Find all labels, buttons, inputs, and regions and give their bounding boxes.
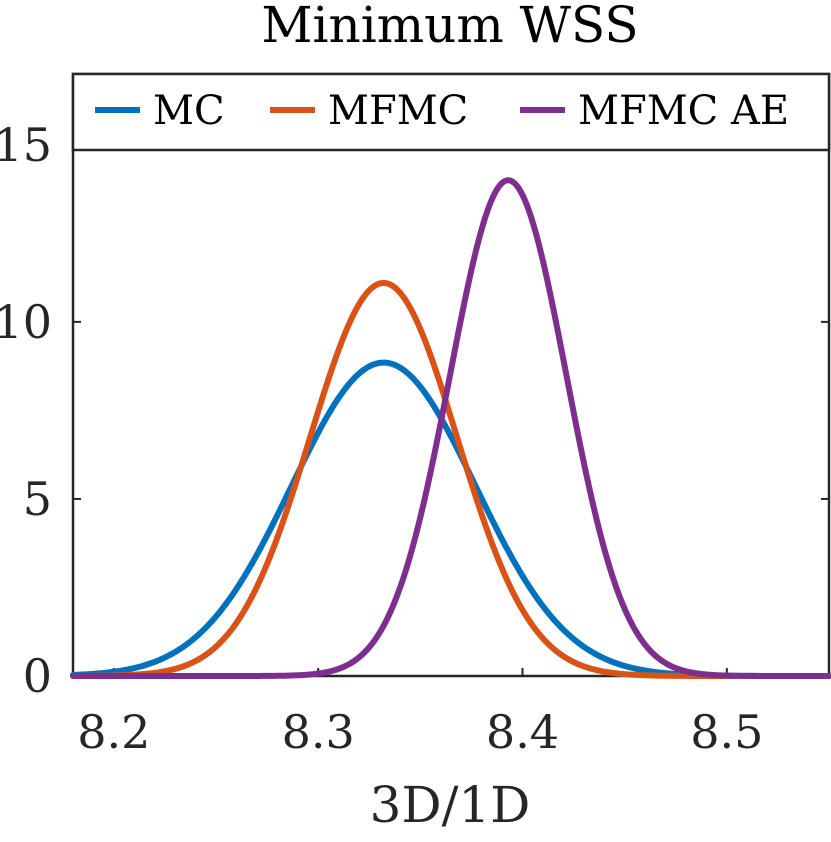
series-layer [70, 177, 831, 679]
y-tick-label: 5 [23, 472, 52, 526]
y-tick-label: 15 [0, 118, 52, 172]
y-tick-label: 0 [23, 649, 52, 703]
x-tick-label: 8.2 [77, 705, 150, 759]
legend-label: MFMC [328, 88, 468, 134]
legend: MC MFMC MFMC AE [71, 72, 831, 152]
x-tick-label: 8.4 [486, 705, 559, 759]
chart-title: Minimum WSS [261, 0, 638, 54]
legend-label: MC [153, 88, 225, 134]
series-line-mfmc [70, 279, 831, 679]
series-line-mfmc-ae [70, 177, 831, 679]
y-tick-label: 10 [0, 295, 52, 349]
x-tick-label: 8.5 [690, 705, 763, 759]
legend-box [71, 72, 831, 152]
x-tick-label: 8.3 [282, 705, 355, 759]
legend-label: MFMC AE [578, 88, 789, 134]
x-axis-label: 3D/1D [370, 776, 531, 834]
plot-area: 8.2 8.3 8.4 8.5 0 5 10 15 [0, 72, 831, 759]
